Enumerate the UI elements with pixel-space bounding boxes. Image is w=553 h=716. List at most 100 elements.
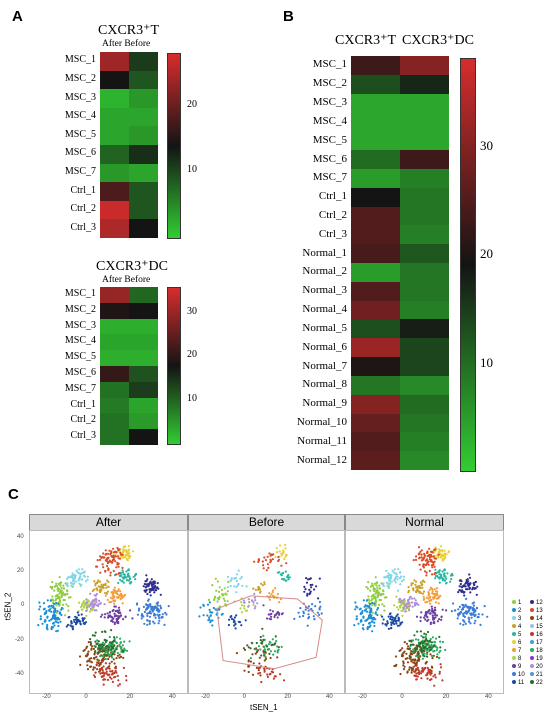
heatmap-cell — [100, 219, 129, 239]
scatter-point — [274, 635, 277, 638]
scatter-point — [120, 574, 123, 577]
scatter-point — [104, 645, 108, 648]
colorbar-tick-label: 10 — [187, 164, 197, 176]
scatter-point — [414, 647, 417, 650]
scatter-point — [364, 619, 367, 622]
scatter-point — [115, 648, 118, 651]
scatter-point — [107, 648, 110, 651]
scatter-point — [362, 599, 365, 602]
scatter-point — [288, 576, 291, 579]
scatter-point — [410, 671, 413, 674]
scatter-point — [240, 576, 243, 579]
scatter-point — [433, 684, 436, 687]
scatter-point — [262, 638, 265, 641]
scatter-point — [111, 653, 114, 656]
scatter-point — [268, 652, 271, 655]
scatter-point — [436, 620, 439, 623]
scatter-point — [110, 650, 113, 653]
scatter-point — [473, 583, 476, 587]
scatter-point — [132, 575, 135, 578]
scatter-point — [477, 616, 480, 619]
heatmap-a2-row-labels: MSC_1 MSC_2 MSC_3 MSC_4 MSC_5 MSC_6 MSC_7 Ctrl_… — [40, 287, 96, 445]
heatmap-row-label: MSC_1 — [312, 58, 347, 71]
scatter-point — [102, 566, 105, 569]
scatter-point — [445, 581, 448, 584]
scatter-point — [308, 616, 311, 619]
scatter-point — [431, 590, 434, 593]
legend-label: 7 — [518, 648, 522, 654]
heatmap-cell — [100, 366, 129, 383]
scatter-point — [111, 656, 114, 659]
scatter-point — [109, 560, 112, 563]
scatter-point — [253, 607, 256, 610]
scatter-point — [81, 619, 84, 622]
scatter-point — [432, 555, 435, 558]
legend-item: 1 — [512, 600, 521, 606]
legend-swatch — [530, 600, 534, 604]
heatmap-row-label: MSC_3 — [312, 96, 347, 109]
scatter-point — [432, 650, 435, 653]
scatter-point — [137, 609, 140, 612]
scatter-point — [103, 653, 106, 656]
legend-item: 19 — [530, 656, 543, 662]
scatter-point — [41, 622, 44, 625]
scatter-point — [252, 603, 255, 606]
scatter-point — [450, 610, 453, 613]
scatter-point — [234, 622, 237, 625]
scatter-point — [75, 616, 78, 619]
scatter-point — [269, 641, 272, 644]
scatter-point — [211, 624, 214, 627]
scatter-point — [429, 586, 432, 589]
scatter-point — [416, 666, 420, 669]
scatter-point — [412, 665, 415, 668]
legend-item: 11 — [512, 680, 524, 686]
legend-item: 12 — [530, 600, 543, 606]
scatter-point — [122, 656, 125, 659]
scatter-point — [227, 623, 230, 627]
scatter-point — [466, 582, 469, 585]
scatter-point — [417, 603, 420, 606]
scatter-point — [140, 617, 143, 620]
scatter-point — [117, 606, 121, 609]
scatter-point — [420, 559, 423, 562]
heatmap-cell — [351, 263, 400, 283]
scatter-point — [99, 615, 103, 618]
scatter-point — [91, 589, 94, 592]
scatter-point — [116, 674, 119, 677]
scatter-point — [150, 578, 153, 581]
scatter-point — [438, 569, 441, 572]
scatter-point — [112, 599, 115, 603]
scatter-point — [418, 586, 421, 590]
scatter-point — [228, 618, 231, 621]
heatmap-row-label: MSC_4 — [64, 335, 96, 347]
tsne-scatter-after — [37, 545, 170, 687]
scatter-point — [261, 560, 264, 563]
legend-label: 17 — [536, 640, 543, 646]
scatter-point — [54, 584, 57, 587]
scatter-point — [434, 613, 437, 617]
scatter-point — [152, 620, 155, 623]
scatter-point — [115, 591, 118, 595]
scatter-point — [127, 579, 131, 582]
scatter-point — [208, 601, 211, 604]
heatmap-row-label: Ctrl_2 — [70, 414, 96, 426]
scatter-point — [357, 622, 360, 625]
scatter-point — [220, 613, 223, 616]
scatter-point — [311, 583, 314, 586]
tsne-scatter-before — [198, 543, 323, 684]
scatter-point — [101, 660, 104, 663]
scatter-point — [421, 592, 424, 595]
scatter-point — [416, 645, 419, 648]
scatter-point — [235, 579, 238, 583]
scatter-point — [376, 606, 380, 610]
scatter-point — [429, 678, 432, 682]
scatter-point — [462, 619, 465, 622]
scatter-point — [261, 627, 264, 630]
heatmap-cell — [128, 70, 158, 90]
colorbar-tick-label: 20 — [187, 98, 197, 110]
scatter-point — [481, 613, 484, 616]
scatter-point — [443, 568, 446, 571]
scatter-point — [117, 615, 120, 618]
scatter-point — [235, 591, 238, 594]
scatter-point — [319, 605, 322, 608]
